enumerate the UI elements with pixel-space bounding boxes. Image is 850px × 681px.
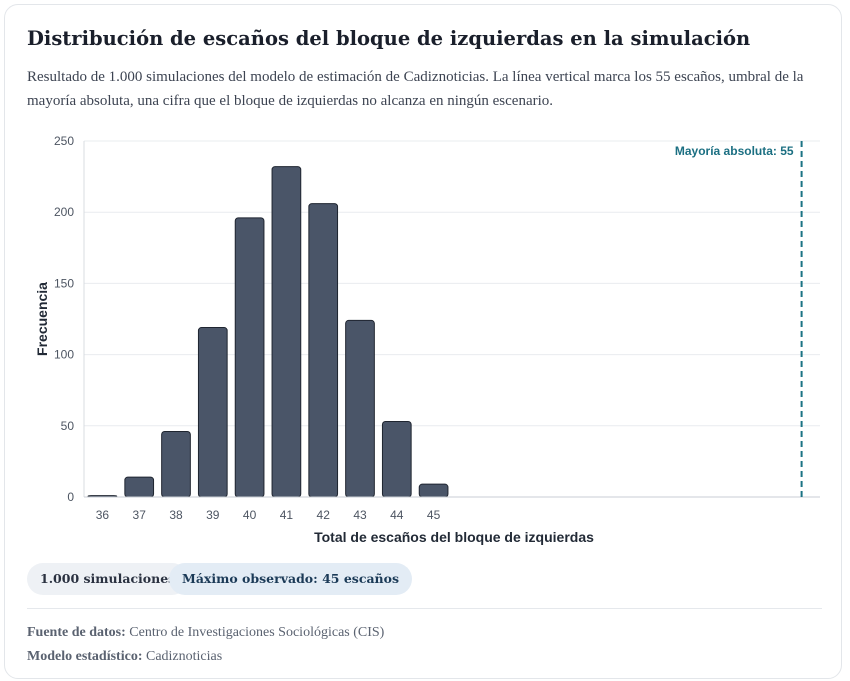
y-tick-label: 0 xyxy=(67,490,74,504)
bar-42 xyxy=(308,203,339,498)
source-value: Centro de Investigaciones Sociológicas (… xyxy=(129,625,385,640)
majority-reference-label: Mayoría absoluta: 55 xyxy=(675,144,794,158)
bar-45 xyxy=(418,483,449,498)
x-tick-label: 44 xyxy=(390,508,404,522)
x-tick-label: 36 xyxy=(96,508,110,522)
bar-37 xyxy=(124,476,155,498)
y-tick-label: 250 xyxy=(54,134,74,148)
bar-44 xyxy=(381,421,412,498)
chart-title: Distribución de escaños del bloque de iz… xyxy=(27,27,751,50)
histogram-chart: 0 50 100 150 200 250 36 37 38 39 40 41 42 43 44 45 Mayor… xyxy=(34,134,820,545)
bar-39 xyxy=(197,327,228,498)
x-tick-label: 43 xyxy=(353,508,367,522)
simulations-badge: 1.000 simulaciones xyxy=(27,563,189,595)
y-tick-label: 150 xyxy=(54,276,74,290)
chart-subtitle: Resultado de 1.000 simulaciones del mode… xyxy=(27,69,804,109)
source-label: Fuente de datos: xyxy=(27,625,126,640)
x-tick-label: 39 xyxy=(206,508,220,522)
y-tick-label: 50 xyxy=(61,419,75,433)
x-tick-label: 45 xyxy=(427,508,441,522)
y-tick-label: 200 xyxy=(54,205,74,219)
x-tick-label: 42 xyxy=(317,508,331,522)
model-line: Modelo estadístico: Cadiznoticias xyxy=(27,649,222,665)
bar-43 xyxy=(345,319,375,498)
bar-40 xyxy=(234,217,265,498)
x-axis-title: Total de escaños del bloque de izquierda… xyxy=(314,529,594,545)
source-line: Fuente de datos: Centro de Investigacion… xyxy=(27,625,384,641)
model-label: Modelo estadístico: xyxy=(27,649,143,664)
x-tick-label: 41 xyxy=(280,508,294,522)
x-tick-label: 38 xyxy=(169,508,183,522)
bar-38 xyxy=(161,430,191,498)
chart-card: Distribución de escaños del bloque de iz… xyxy=(4,4,842,679)
footer-divider xyxy=(27,608,822,609)
model-value: Cadiznoticias xyxy=(145,649,223,664)
max-observed-badge: Máximo observado: 45 escaños xyxy=(169,563,413,595)
x-tick-label: 37 xyxy=(133,508,147,522)
y-axis-title: Frecuencia xyxy=(34,282,50,356)
x-tick-label: 40 xyxy=(243,508,257,522)
y-tick-label: 100 xyxy=(54,348,74,362)
bar-41 xyxy=(271,166,302,498)
